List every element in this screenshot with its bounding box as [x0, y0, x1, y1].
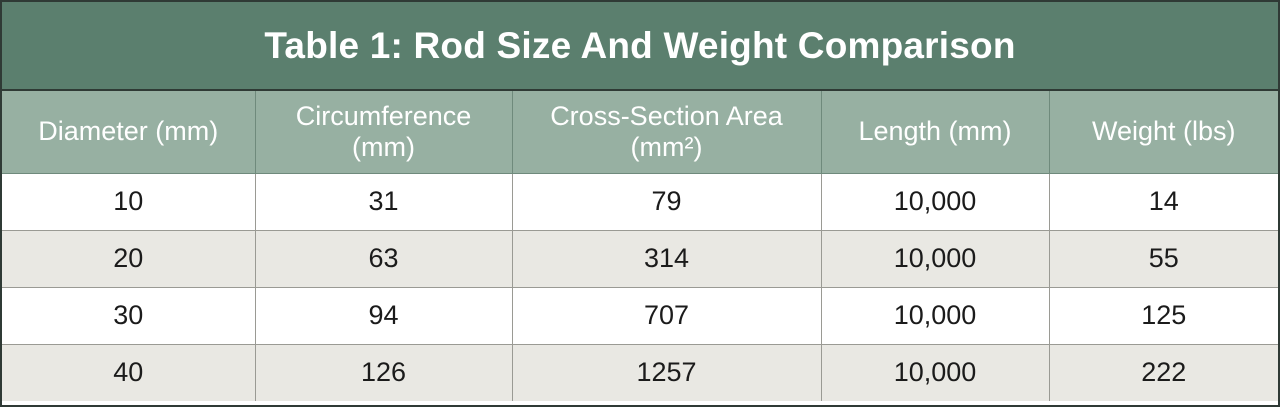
table-title-bar: Table 1: Rod Size And Weight Comparison — [2, 2, 1278, 91]
header-diameter: Diameter (mm) — [2, 91, 256, 174]
cell-length: 10,000 — [821, 287, 1050, 345]
cell-diameter: 30 — [2, 287, 256, 345]
cell-length: 10,000 — [821, 344, 1050, 401]
data-table: Diameter (mm) Circumference (mm) Cross-S… — [2, 91, 1278, 401]
table-row: 10 31 79 10,000 14 — [2, 173, 1278, 231]
cell-cross-section-area: 1257 — [512, 344, 822, 401]
cell-weight: 14 — [1049, 173, 1278, 231]
table-row: 30 94 707 10,000 125 — [2, 287, 1278, 345]
header-circumference: Circumference (mm) — [255, 91, 513, 174]
cell-cross-section-area: 79 — [512, 173, 822, 231]
cell-diameter: 40 — [2, 344, 256, 401]
header-length: Length (mm) — [821, 91, 1050, 174]
cell-diameter: 20 — [2, 230, 256, 288]
cell-circumference: 63 — [255, 230, 513, 288]
table-title: Table 1: Rod Size And Weight Comparison — [264, 24, 1016, 66]
cell-length: 10,000 — [821, 230, 1050, 288]
header-weight: Weight (lbs) — [1049, 91, 1278, 174]
cell-cross-section-area: 314 — [512, 230, 822, 288]
cell-length: 10,000 — [821, 173, 1050, 231]
table-row: 20 63 314 10,000 55 — [2, 230, 1278, 288]
cell-weight: 55 — [1049, 230, 1278, 288]
cell-diameter: 10 — [2, 173, 256, 231]
cell-circumference: 94 — [255, 287, 513, 345]
cell-weight: 222 — [1049, 344, 1278, 401]
header-row: Diameter (mm) Circumference (mm) Cross-S… — [2, 91, 1278, 174]
table-row: 40 126 1257 10,000 222 — [2, 344, 1278, 401]
header-cross-section-area: Cross-Section Area (mm²) — [512, 91, 822, 174]
cell-cross-section-area: 707 — [512, 287, 822, 345]
cell-weight: 125 — [1049, 287, 1278, 345]
cell-circumference: 126 — [255, 344, 513, 401]
cell-circumference: 31 — [255, 173, 513, 231]
